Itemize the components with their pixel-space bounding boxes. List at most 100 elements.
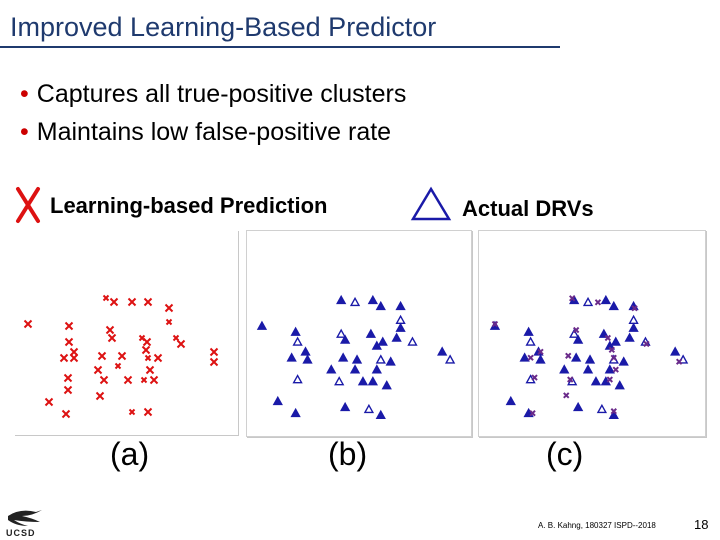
prediction-marker <box>64 321 74 331</box>
prediction-marker <box>144 354 152 362</box>
bullet-text: Captures all true-positive clusters <box>36 80 407 108</box>
prediction-scatter <box>23 294 219 419</box>
prediction-marker <box>142 337 152 347</box>
prediction-marker <box>140 376 148 384</box>
actual-drv-marker <box>339 401 351 412</box>
actual-drv-scatter <box>256 294 456 420</box>
prediction-marker <box>63 385 73 395</box>
prediction-marker <box>107 333 117 343</box>
actual-drv-marker <box>572 401 584 412</box>
slide-title: Improved Learning-Based Predictor <box>10 12 437 42</box>
actual-drv-marker <box>395 322 406 332</box>
prediction-marker <box>97 351 107 361</box>
prediction-marker <box>114 362 122 370</box>
prediction-marker <box>164 303 174 313</box>
actual-drv-marker <box>339 334 351 344</box>
actual-drv-marker <box>584 354 596 364</box>
actual-drv-marker <box>569 328 580 338</box>
actual-drv-marker <box>292 336 303 346</box>
prediction-marker <box>631 305 638 312</box>
prediction-marker <box>612 366 619 373</box>
prediction-marker <box>569 295 576 302</box>
legend-actual-label: Actual DRVs <box>462 196 594 221</box>
overlay-scatter <box>489 294 689 420</box>
prediction-marker <box>99 375 109 385</box>
footer-citation: A. B. Kahng, 180327 ISPD--2018 <box>538 521 656 530</box>
actual-drv-marker <box>302 354 313 364</box>
prediction-marker <box>565 352 572 359</box>
actual-drv-marker <box>628 322 639 332</box>
panel-caption-a: (a) <box>110 436 150 472</box>
bullet-item: • Maintains low false-positive rate <box>20 117 406 155</box>
actual-drv-marker <box>385 356 396 366</box>
actual-drv-marker <box>371 340 382 350</box>
actual-drv-marker <box>395 314 406 324</box>
prediction-marker <box>143 407 153 417</box>
bullet-item: • Captures all true-positive clusters <box>20 79 406 117</box>
prediction-marker <box>176 339 186 349</box>
actual-drv-marker <box>272 395 283 406</box>
prediction-marker <box>527 354 534 361</box>
actual-drv-marker <box>363 403 375 414</box>
actual-drv-marker <box>582 296 594 307</box>
actual-drv-marker <box>624 332 635 342</box>
actual-drv-marker <box>519 352 530 362</box>
actual-drv-marker <box>444 354 456 364</box>
actual-drv-marker <box>618 356 629 366</box>
ucsd-logo <box>8 510 42 526</box>
actual-drv-marker <box>367 294 379 305</box>
prediction-marker <box>93 365 103 375</box>
prediction-marker <box>610 408 617 415</box>
actual-drv-marker <box>377 336 388 346</box>
prediction-marker <box>209 347 219 357</box>
prediction-marker <box>563 392 570 399</box>
prediction-marker <box>209 357 219 367</box>
actual-drv-marker <box>357 376 369 386</box>
actual-drv-marker <box>437 346 448 356</box>
actual-drv-marker <box>375 409 386 420</box>
prediction-marker <box>61 409 71 419</box>
actual-drv-marker <box>572 334 584 344</box>
actual-drv-marker <box>407 336 418 346</box>
actual-drv-marker <box>338 352 349 362</box>
page-number: 18 <box>694 517 709 532</box>
prediction-marker <box>44 397 54 407</box>
logo-text: UCSD <box>6 528 36 538</box>
prediction-marker <box>531 374 538 381</box>
scatter-panel-c <box>478 230 706 437</box>
prediction-marker <box>143 297 153 307</box>
panel-caption-b: (b) <box>328 436 368 472</box>
prediction-marker <box>537 348 544 355</box>
actual-drv-marker <box>395 300 406 311</box>
bullet-text: Maintains low false-positive rate <box>36 118 392 146</box>
actual-drv-marker <box>349 296 361 307</box>
prediction-marker <box>63 373 73 383</box>
prediction-marker <box>529 410 536 417</box>
actual-drv-marker <box>571 352 582 362</box>
prediction-marker <box>491 320 499 328</box>
prediction-marker <box>594 299 602 306</box>
bullet-dot-icon: • <box>20 80 29 108</box>
actual-drv-marker <box>614 380 625 390</box>
actual-drv-marker <box>334 376 345 386</box>
actual-drv-marker <box>505 395 516 406</box>
prediction-marker <box>141 345 151 355</box>
prediction-marker <box>643 340 650 348</box>
actual-drv-marker <box>610 336 621 346</box>
triangle-icon <box>410 186 452 221</box>
prediction-marker <box>128 408 136 416</box>
actual-drv-marker <box>290 407 301 418</box>
legend-prediction-label: Learning-based Prediction <box>50 193 328 218</box>
actual-drv-marker <box>375 354 386 364</box>
prediction-marker <box>608 346 615 354</box>
prediction-marker <box>64 337 74 347</box>
actual-drv-marker <box>535 354 546 364</box>
scatter-panel-b <box>246 230 472 437</box>
title-underline <box>0 46 560 48</box>
actual-drv-marker <box>375 300 386 311</box>
prediction-marker <box>153 353 163 363</box>
scatter-panel-a <box>14 230 238 435</box>
prediction-marker <box>109 297 119 307</box>
actual-drv-marker <box>596 403 608 414</box>
prediction-marker <box>23 319 33 329</box>
